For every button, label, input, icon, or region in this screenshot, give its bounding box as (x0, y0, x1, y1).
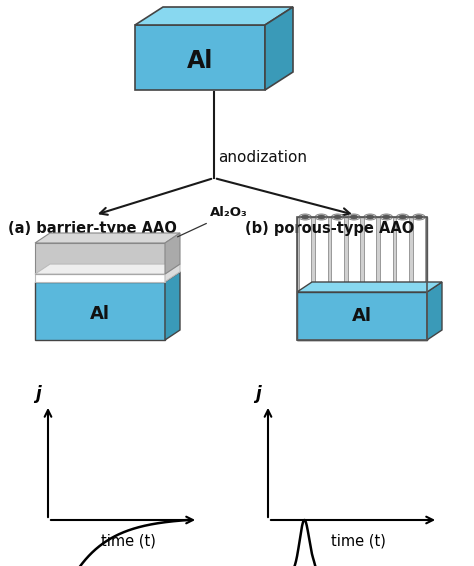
Ellipse shape (348, 214, 360, 220)
Ellipse shape (364, 214, 376, 220)
Text: anodization: anodization (218, 151, 307, 165)
Ellipse shape (315, 214, 328, 220)
Polygon shape (413, 217, 425, 292)
Text: Al: Al (352, 307, 372, 325)
Text: (b) porous-type AAO: (b) porous-type AAO (245, 221, 414, 235)
Polygon shape (35, 243, 165, 274)
Polygon shape (315, 217, 328, 292)
Polygon shape (331, 217, 344, 292)
Ellipse shape (301, 215, 309, 219)
Polygon shape (35, 274, 165, 282)
Polygon shape (380, 217, 392, 292)
Ellipse shape (366, 215, 374, 219)
Ellipse shape (331, 214, 344, 220)
Polygon shape (364, 217, 376, 292)
Text: Al: Al (90, 305, 110, 323)
Ellipse shape (415, 215, 423, 219)
Text: j: j (255, 385, 261, 403)
Polygon shape (165, 272, 180, 340)
Text: j: j (35, 385, 41, 403)
Text: time (t): time (t) (100, 534, 155, 549)
Polygon shape (297, 217, 427, 340)
Ellipse shape (350, 215, 357, 219)
Polygon shape (427, 282, 442, 340)
Polygon shape (135, 25, 265, 90)
Polygon shape (297, 282, 442, 292)
Polygon shape (396, 217, 409, 292)
Text: (a) barrier-type AAO: (a) barrier-type AAO (8, 221, 177, 235)
Ellipse shape (299, 214, 311, 220)
Polygon shape (165, 233, 180, 274)
Text: time (t): time (t) (330, 534, 385, 549)
Polygon shape (35, 282, 165, 340)
Polygon shape (35, 233, 180, 243)
Text: Al₂O₃: Al₂O₃ (178, 207, 248, 237)
Text: Al: Al (187, 49, 213, 73)
Ellipse shape (399, 215, 406, 219)
Ellipse shape (318, 215, 325, 219)
Ellipse shape (380, 214, 392, 220)
Polygon shape (297, 292, 427, 340)
Polygon shape (299, 217, 311, 292)
Ellipse shape (334, 215, 341, 219)
Polygon shape (165, 264, 180, 282)
Polygon shape (135, 7, 293, 25)
Polygon shape (265, 7, 293, 90)
Ellipse shape (396, 214, 409, 220)
Polygon shape (35, 264, 180, 274)
Ellipse shape (383, 215, 390, 219)
Ellipse shape (413, 214, 425, 220)
Polygon shape (348, 217, 360, 292)
